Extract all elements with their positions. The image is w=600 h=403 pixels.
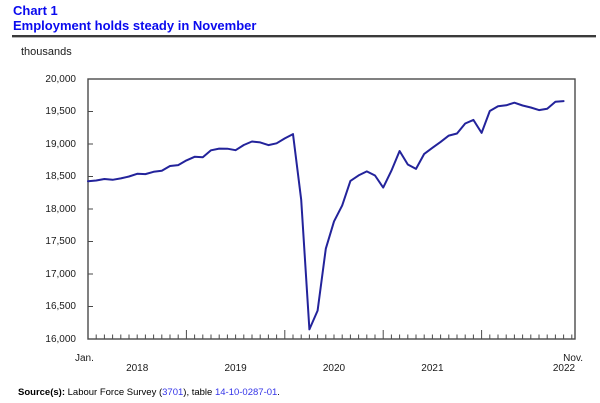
title-divider (12, 35, 596, 38)
x-year-label: 2019 (224, 363, 247, 374)
y-tick-label: 19,500 (45, 106, 76, 117)
y-tick-label: 17,000 (45, 268, 76, 280)
table-number-link[interactable]: 14-10-0287-01 (214, 387, 278, 398)
y-axis-ticks (88, 78, 93, 340)
y-tick-label: 18,000 (45, 203, 76, 215)
x-start-month-label: Jan. (75, 353, 94, 364)
x-axis-ticks (87, 330, 573, 339)
y-tick-label: 17,500 (45, 236, 76, 247)
y-tick-label: 18,500 (45, 171, 76, 182)
employment-series-line (87, 100, 565, 331)
source-text-3: . (277, 387, 280, 398)
x-end-month-label: Nov. (563, 353, 583, 364)
survey-number-link[interactable]: 3701 (162, 387, 184, 398)
source-prefix: Source(s): (18, 387, 65, 398)
plot-frame (87, 78, 576, 340)
chart-number-label: Chart 1 (13, 3, 58, 18)
x-year-label: 2021 (421, 363, 444, 374)
y-tick-label: 19,000 (45, 138, 76, 150)
x-year-label: 2022 (552, 363, 576, 374)
page-title: Employment holds steady in November (13, 18, 257, 33)
x-year-label: 2020 (322, 363, 346, 374)
y-tick-label: 16,000 (45, 333, 76, 345)
y-tick-label: 20,000 (45, 73, 76, 85)
y-tick-label: 16,500 (45, 301, 76, 312)
source-text-1: Labour Force Survey ( (64, 387, 163, 398)
source-note: Source(s): Labour Force Survey (3701), t… (18, 387, 280, 398)
x-year-label: 2018 (126, 363, 149, 374)
y-axis-unit-label: thousands (21, 46, 72, 58)
source-text-2: ), table (183, 387, 215, 398)
